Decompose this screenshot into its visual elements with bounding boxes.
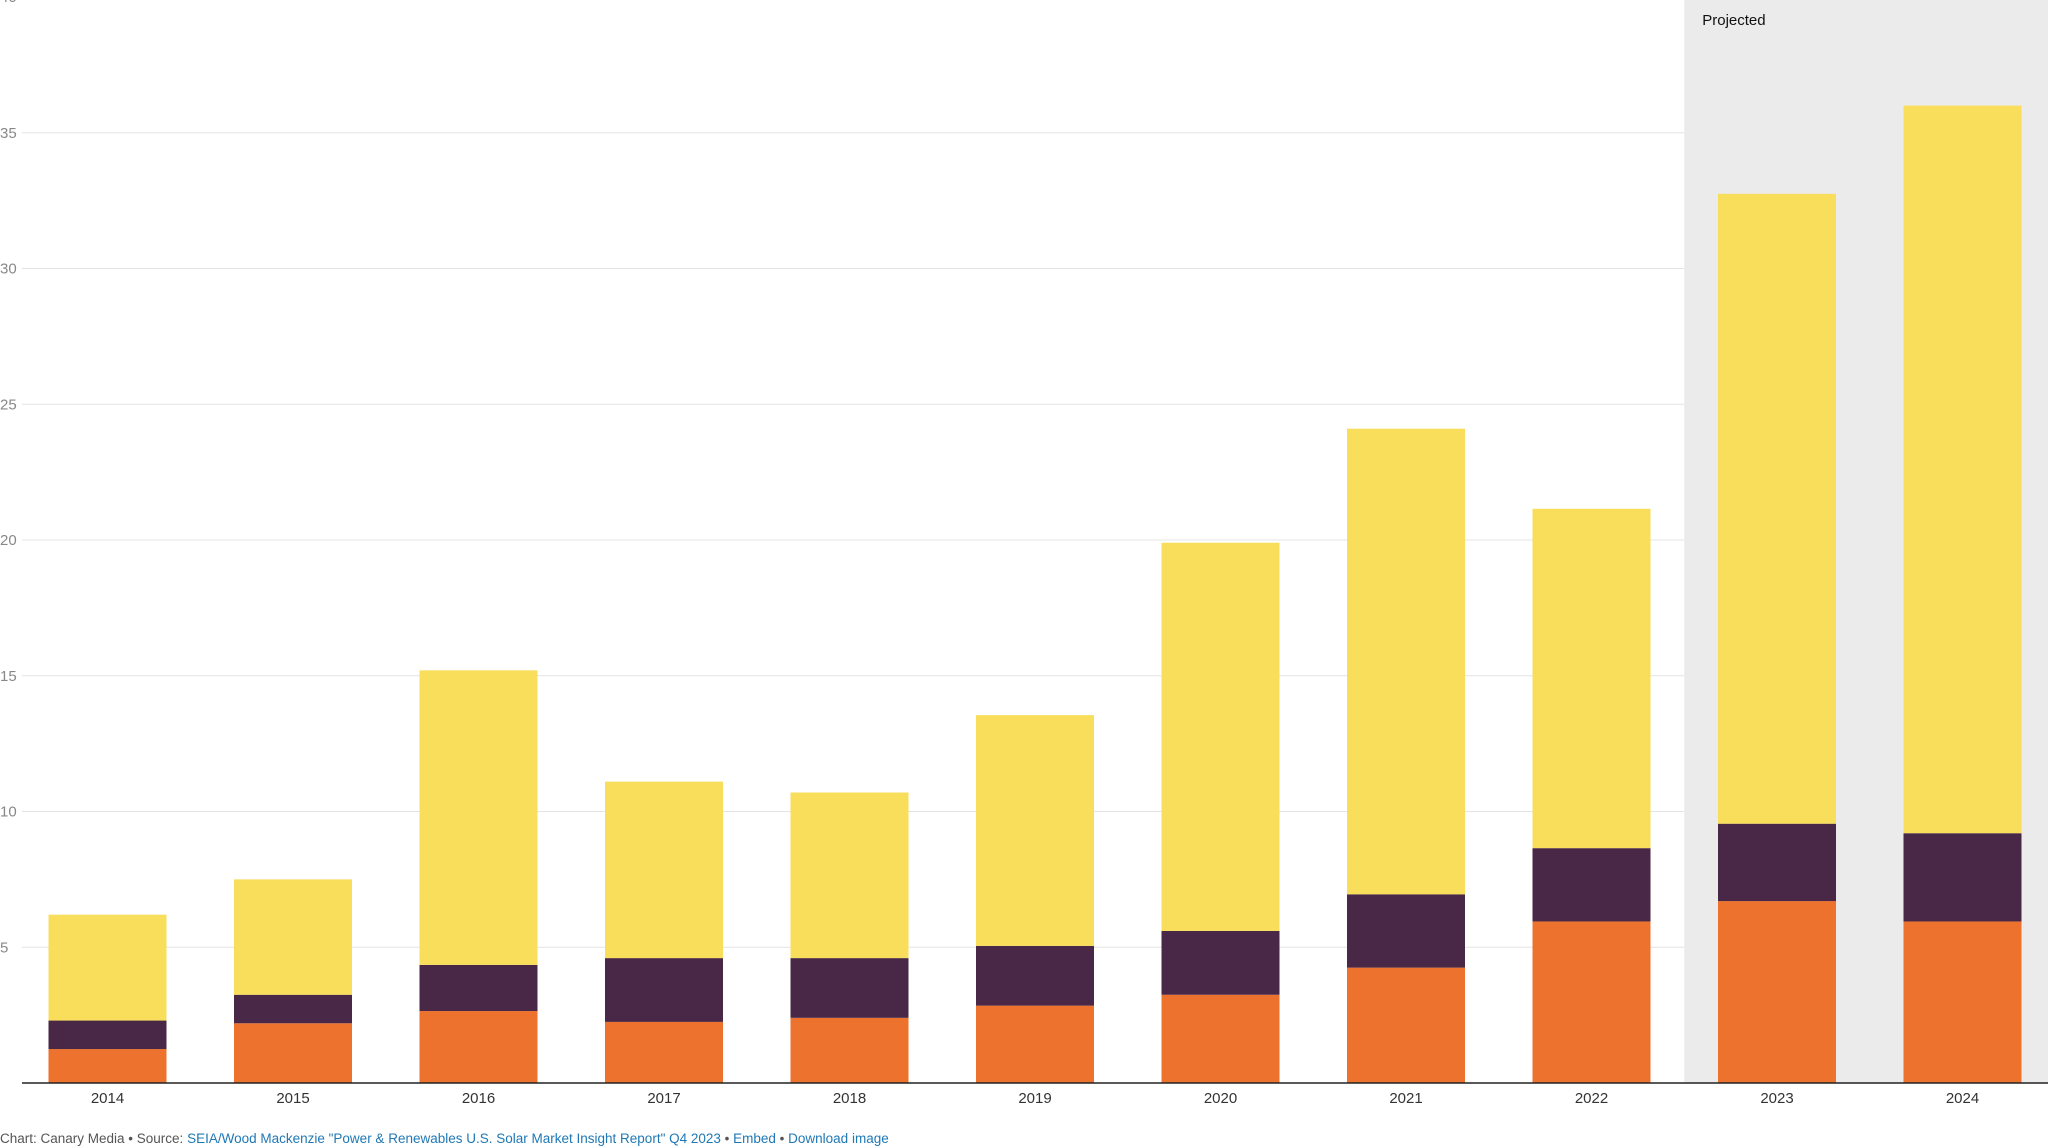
download-image-link[interactable]: Download image	[788, 1131, 889, 1146]
bar-segment-2016-2	[419, 670, 538, 965]
bar-segment-2023-1	[1718, 823, 1836, 902]
bar-segment-2021-1	[1347, 894, 1465, 968]
y-tick-label: 10	[0, 804, 17, 821]
bar-segment-2018-0	[790, 1017, 909, 1083]
y-tick-label: 5	[0, 939, 8, 956]
y-tick-label: 20	[0, 532, 17, 549]
bar-segment-2023-0	[1718, 901, 1836, 1083]
bar-segment-2018-1	[790, 958, 909, 1018]
projected-label: Projected	[1702, 12, 1765, 29]
bar-segment-2015-1	[234, 994, 352, 1024]
bar-segment-2019-0	[976, 1005, 1094, 1083]
bar-segment-2024-2	[1903, 105, 2022, 834]
bar-segment-2021-2	[1347, 428, 1465, 895]
bar-segment-2014-2	[48, 914, 167, 1021]
bar-segment-2016-1	[419, 964, 538, 1012]
x-tick-label: 2024	[1946, 1090, 1979, 1107]
x-tick-label: 2022	[1575, 1090, 1608, 1107]
bar-segment-2015-0	[234, 1023, 352, 1083]
x-tick-label: 2018	[833, 1090, 866, 1107]
bar-segment-2017-2	[605, 781, 723, 959]
bar-segment-2020-1	[1161, 930, 1280, 995]
x-tick-label: 2020	[1204, 1090, 1237, 1107]
chart-footer: Chart: Canary Media • Source: SEIA/Wood …	[0, 1131, 889, 1146]
x-tick-label: 2023	[1760, 1090, 1793, 1107]
y-tick-label: 40	[0, 0, 17, 6]
y-tick-label: 35	[0, 125, 17, 142]
x-tick-label: 2019	[1018, 1090, 1051, 1107]
bar-segment-2015-2	[234, 879, 352, 995]
footer-separator: •	[720, 1131, 734, 1146]
footer-separator: •	[775, 1131, 789, 1146]
bar-segment-2023-2	[1718, 193, 1836, 824]
x-tick-label: 2014	[91, 1090, 124, 1107]
source-link[interactable]: SEIA/Wood Mackenzie "Power & Renewables …	[187, 1131, 721, 1146]
x-tick-label: 2016	[462, 1090, 495, 1107]
bar-segment-2019-1	[976, 945, 1094, 1006]
x-tick-label: 2021	[1389, 1090, 1422, 1107]
footer-credit: Chart: Canary Media • Source:	[0, 1131, 188, 1146]
bar-segment-2014-0	[48, 1049, 167, 1083]
stacked-bar-chart: Projected 5 10 15 20 25 30 35 40 2014 2015 2016 2017…	[0, 0, 2048, 1107]
bar-segment-2017-0	[605, 1021, 723, 1083]
bar-segment-2016-0	[419, 1011, 538, 1083]
bar-segment-2018-2	[790, 792, 909, 959]
bar-segment-2022-0	[1532, 921, 1651, 1083]
bar-segment-2021-0	[1347, 967, 1465, 1083]
bar-segment-2014-1	[48, 1020, 167, 1050]
bar-segment-2020-2	[1161, 542, 1280, 931]
x-tick-label: 2015	[276, 1090, 309, 1107]
embed-link[interactable]: Embed	[733, 1131, 776, 1146]
bar-segment-2024-1	[1903, 833, 2022, 922]
bar-segment-2020-0	[1161, 994, 1280, 1083]
bar-segment-2024-0	[1903, 921, 2022, 1083]
x-tick-label: 2017	[647, 1090, 680, 1107]
y-tick-label: 30	[0, 261, 17, 278]
bar-segment-2017-1	[605, 958, 723, 1022]
y-tick-label: 15	[0, 668, 17, 685]
bar-segment-2022-1	[1532, 848, 1651, 922]
y-tick-label: 25	[0, 396, 17, 413]
bar-segment-2022-2	[1532, 508, 1651, 849]
bar-segment-2019-2	[976, 715, 1094, 946]
